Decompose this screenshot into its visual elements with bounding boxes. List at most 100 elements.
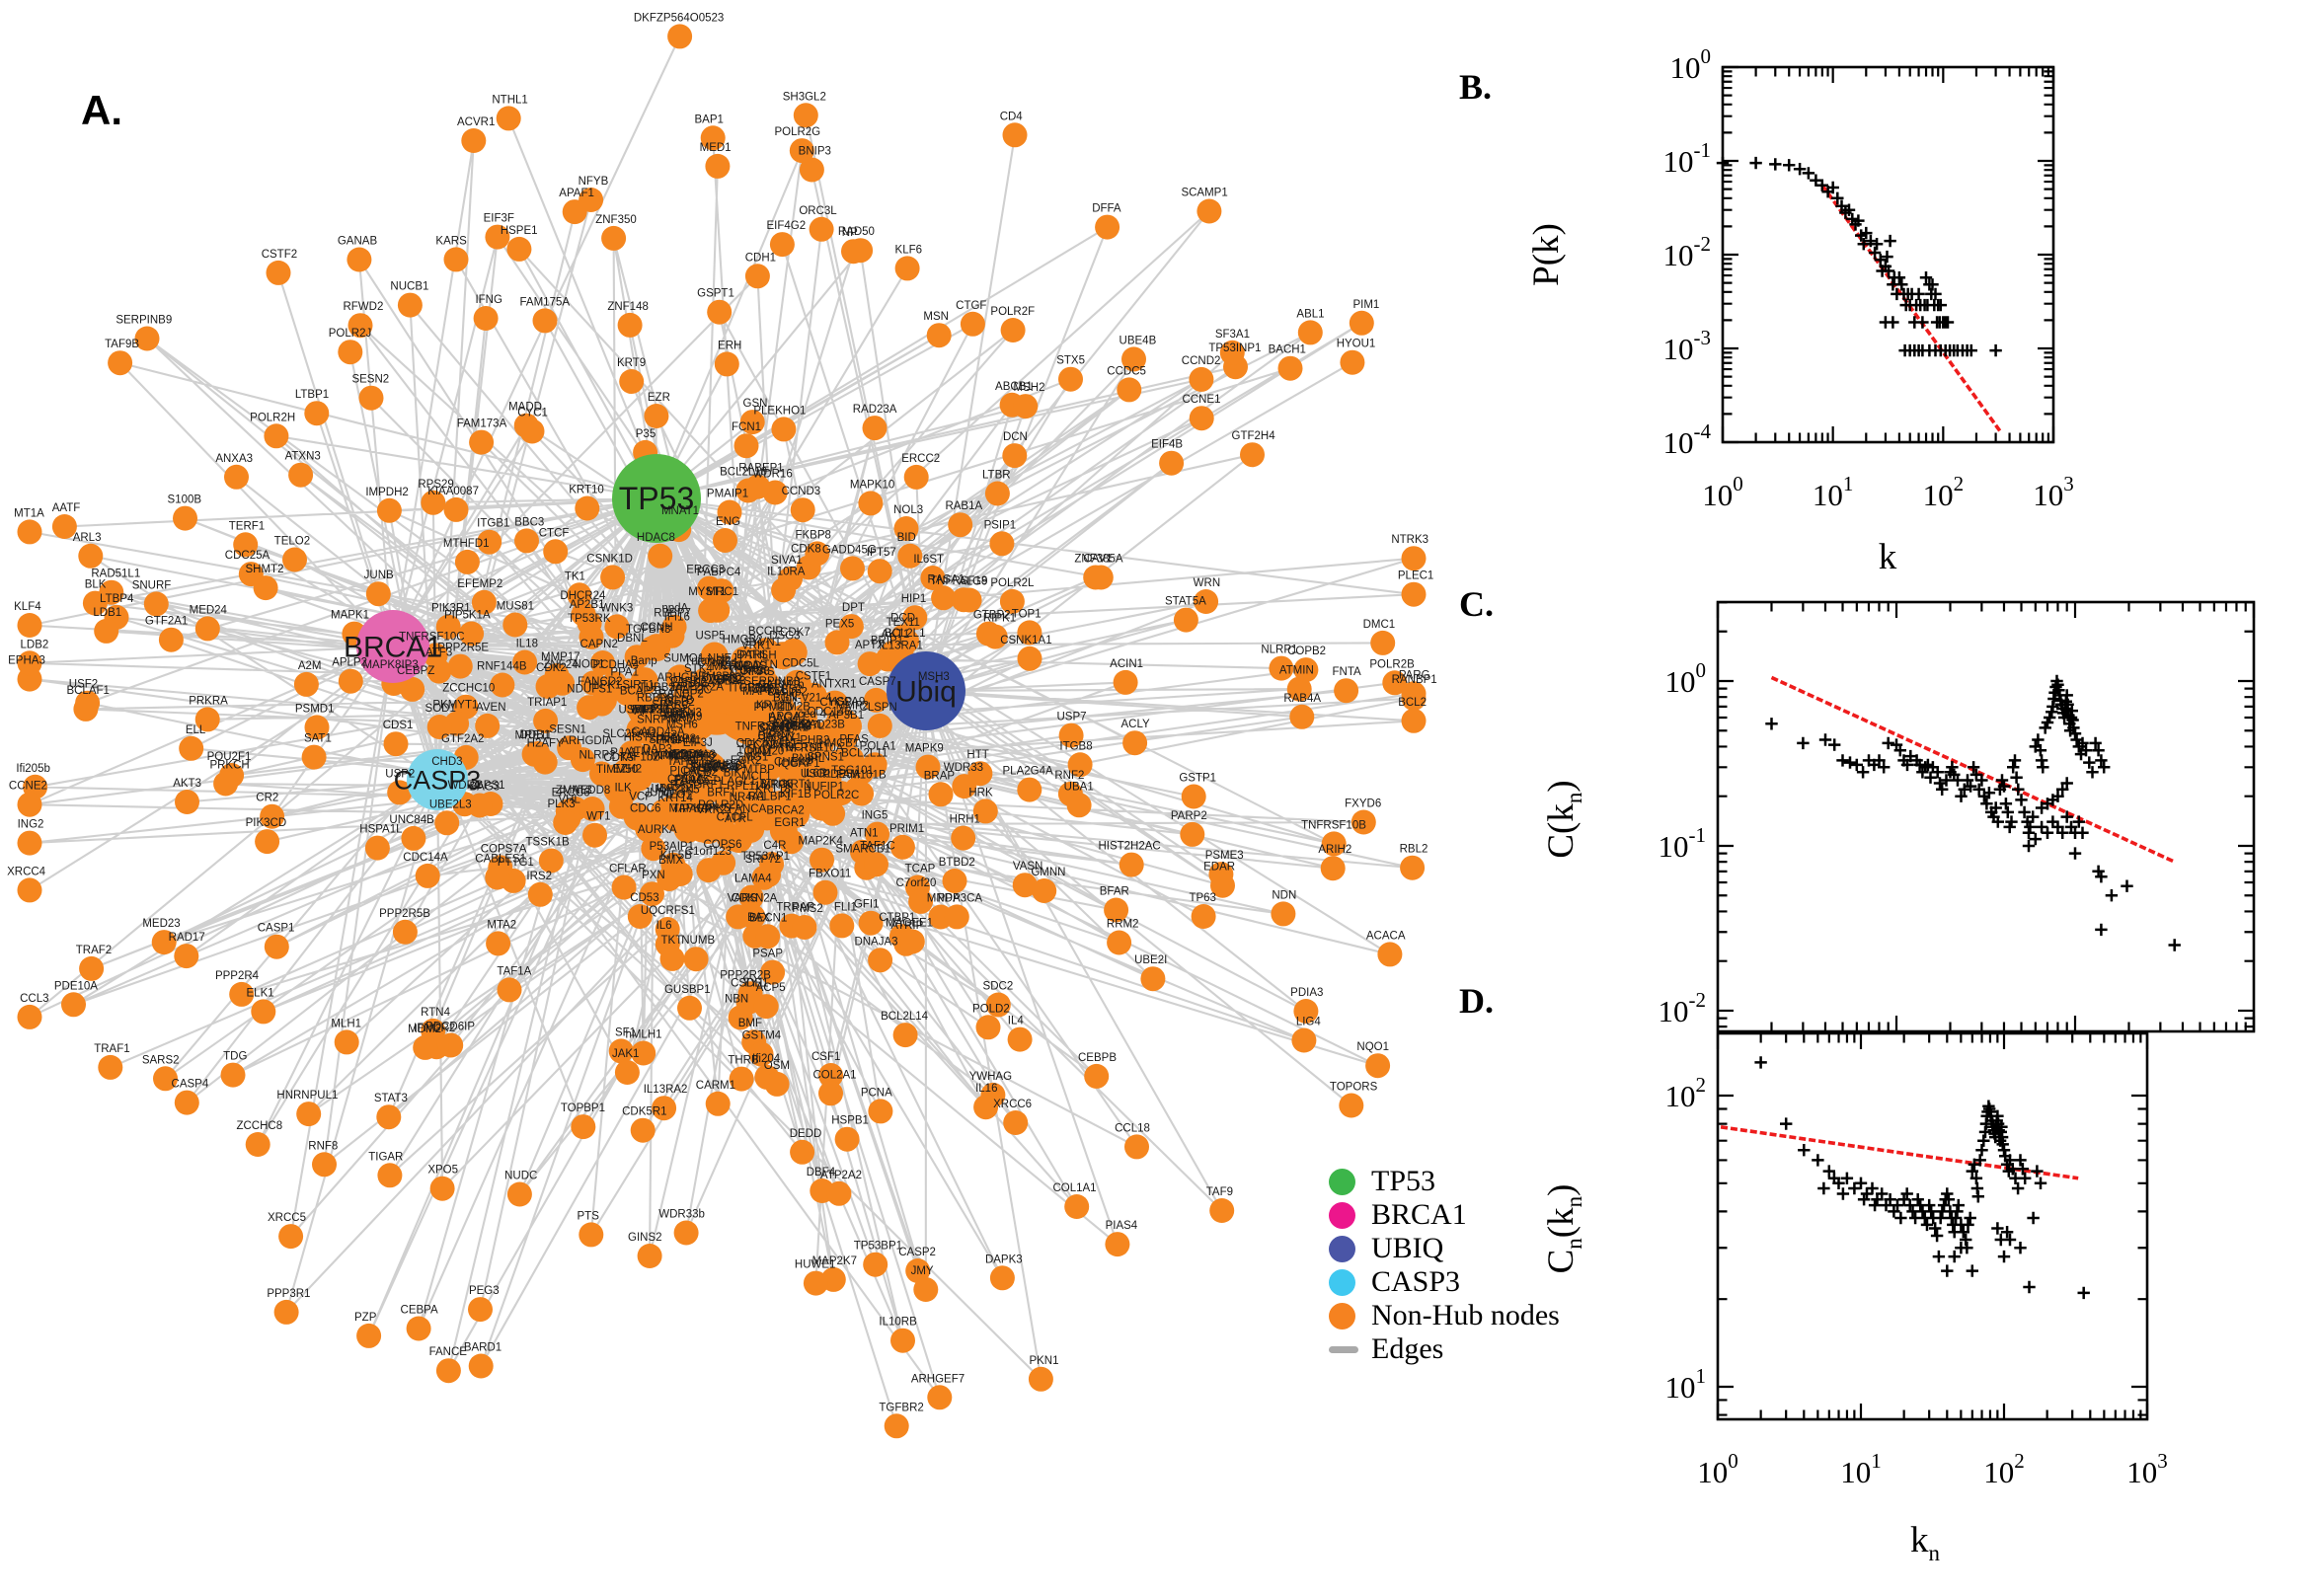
node-label: ING2 [18,819,44,831]
node-label: ARL3 [73,532,102,544]
network-node [1277,355,1303,381]
node-label: CCND2 [1182,355,1221,367]
fit-line [1820,184,2002,433]
network-node [514,528,539,554]
network-node [975,1015,1001,1040]
node-label: USF2 [69,679,98,691]
node-label: C4R [763,840,786,852]
network-node [948,512,973,538]
node-label: BCL2L10 [720,467,767,479]
network-node [728,1005,753,1030]
node-label: ATR [725,813,746,825]
node-label: GFI1 [854,899,880,911]
network-node [858,910,884,936]
network-node [213,771,239,797]
network-node [567,582,592,608]
network-node [293,671,319,697]
network-node [867,713,892,738]
node-label: VTN [755,659,778,671]
node-label: PCDHA4 [592,659,639,671]
node-label: LTBP1 [295,389,329,401]
node-label: CDS1 [383,720,414,731]
hub-node-brca1 [356,610,429,683]
node-label: HSPA9 [828,697,865,709]
network-node [1002,443,1028,469]
node-label: KIF1B [780,789,811,800]
network-node [673,1220,699,1246]
network-node [1194,589,1219,614]
network-node [421,490,446,515]
node-label: MSN [923,311,949,323]
node-label: HMGB1 [818,737,859,749]
node-label: PMAIP1 [707,489,748,500]
network-node [485,865,510,890]
node-label: MT1A [14,507,44,519]
node-label: AVEN [476,702,505,714]
node-label: TNFRSF10A [778,742,843,754]
node-label: LMO4 [663,709,695,721]
panel-d-label: D. [1459,981,1494,1021]
node-label: CEBPZ [397,665,434,677]
node-label: EID1 [659,708,685,720]
network-node [960,311,985,337]
node-label: GTF2A1 [145,616,188,628]
data-points [1754,1056,2090,1300]
node-label: SRP72 [745,854,781,866]
node-label: AKT1 [882,629,910,641]
node-label: JMY [911,1265,934,1277]
node-label: POLR2L [990,577,1035,589]
node-label: CDKN2A [732,892,778,904]
network-node [1181,784,1206,809]
node-label: FXYD6 [1345,798,1381,810]
node-label: YWHAG [969,1071,1013,1083]
node-label: MYH10 [712,661,749,673]
network-node [304,401,330,426]
node-label: CD4 [1000,111,1024,122]
node-label: C7orf64 [697,657,738,669]
network-node [143,591,169,617]
network-node [356,1323,382,1348]
network-node [194,616,220,642]
node-label: NDUFS1 [567,683,612,695]
legend-item-tp53: TP53 [1329,1165,1625,1198]
node-label: USP7 [1056,712,1086,723]
network-node [812,879,838,905]
node-label: PLK3 [548,798,576,810]
node-label: BIK [724,768,742,780]
node-label: PDE10A [54,980,98,992]
node-label: COPS7A [481,843,527,855]
node-label: FAM173A [457,418,507,430]
network-node [245,1132,270,1157]
network-node [1013,394,1039,419]
legend-item-non-hub-nodes: Non-Hub nodes [1329,1299,1625,1332]
node-label: DKFZP564O0523 [634,12,724,24]
network-node [61,992,86,1018]
node-label: BIRC6 [760,779,794,791]
network-node [1032,878,1057,903]
node-label: SYVN1 [743,637,781,648]
node-label: USP5 [695,631,725,643]
network-node [905,1258,931,1283]
node-label: MLH1 [331,1018,361,1029]
network-node [667,24,693,49]
network-node [908,888,934,914]
node-label: KRT14 [657,793,693,804]
node-label: RIPK1 [983,613,1016,625]
node-label: RABEP1 [738,463,783,475]
network-node [383,731,409,757]
network-node [304,715,330,740]
node-label: SNRPN [637,715,676,726]
data-points [1765,674,2181,951]
network-node [931,585,957,611]
node-label: BNIP3 [799,146,831,158]
node-label: BRAP [924,770,956,782]
network-node [989,1265,1015,1291]
legend-label: Edges [1371,1332,1444,1365]
network-node [862,752,888,778]
node-label: PLAGL1 [713,776,755,788]
node-label: PZP [354,1312,377,1324]
node-label: VRK1 [741,641,771,652]
node-label: WNK3 [600,602,633,614]
node-label: CHEK2 [774,756,811,768]
